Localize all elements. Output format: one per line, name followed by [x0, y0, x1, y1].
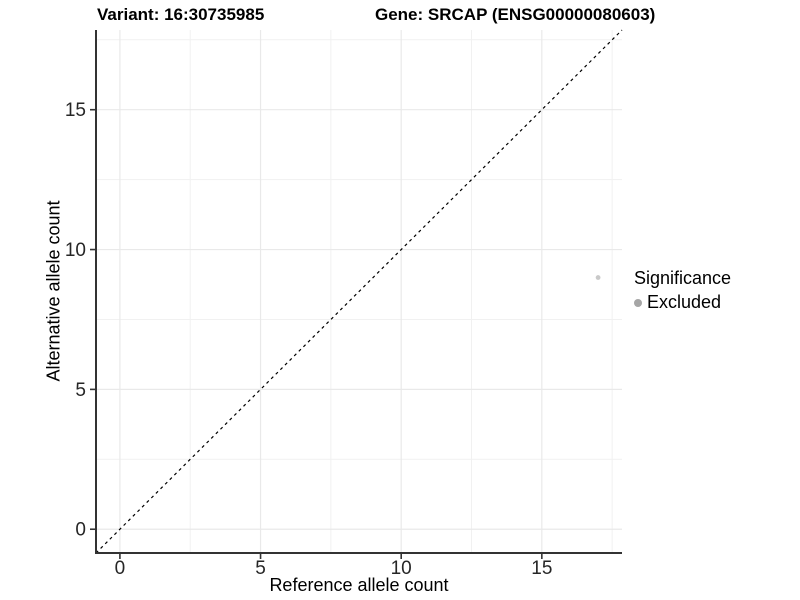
- y-axis-title: Alternative allele count: [43, 200, 64, 382]
- y-tick-label: 0: [75, 520, 86, 541]
- x-axis-title: Reference allele count: [269, 575, 449, 595]
- y-tick-label: 5: [75, 380, 86, 401]
- identity-dashed-line: [95, 29, 623, 554]
- legend-item-excluded: Excluded: [634, 292, 731, 313]
- y-tick-label: 10: [65, 240, 86, 261]
- gene-title: Gene: SRCAP (ENSG00000080603): [375, 5, 656, 24]
- legend-item-label: Excluded: [647, 292, 722, 312]
- x-tick-label: 5: [255, 558, 266, 579]
- legend-key-dot: [634, 298, 642, 307]
- x-tick-label: 10: [391, 558, 412, 579]
- data-point: [595, 275, 601, 280]
- variant-title: Variant: 16:30735985: [97, 5, 265, 24]
- x-tick-label: 0: [115, 558, 126, 579]
- legend: Significance Excluded: [634, 268, 731, 313]
- legend-title: Significance: [634, 268, 732, 288]
- y-tick-label: 15: [65, 100, 86, 121]
- x-tick-label: 15: [531, 558, 552, 579]
